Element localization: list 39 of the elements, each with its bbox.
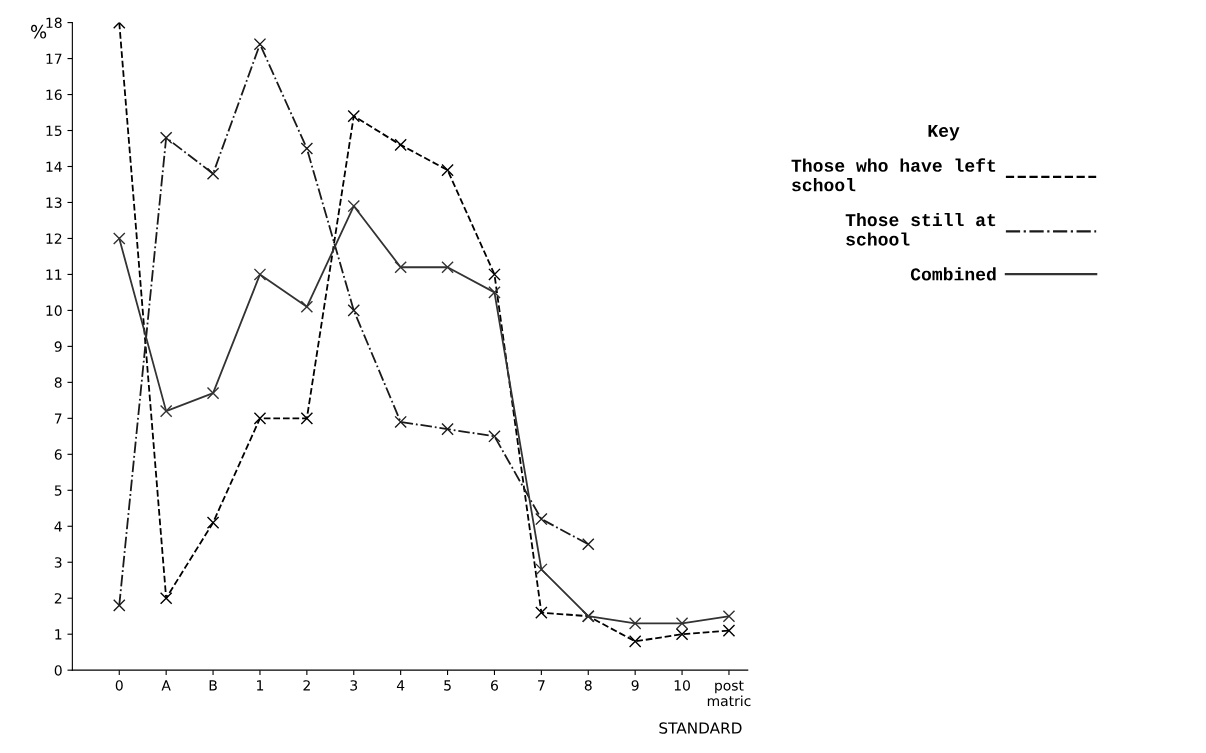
y-tick-label: 18: [46, 17, 62, 29]
x-tick-label: post matric: [707, 680, 751, 707]
y-tick-label: 16: [46, 89, 62, 101]
x-tick-label: 1: [257, 680, 264, 691]
y-tick-label: 13: [46, 197, 62, 208]
legend-label: Those still at school: [845, 212, 996, 246]
y-tick-label: 1: [55, 629, 62, 640]
y-tick-label: 10: [46, 305, 62, 316]
y-tick-label: 17: [46, 53, 62, 64]
legend-label: Those who have left school: [791, 158, 996, 192]
y-tick-label: 9: [54, 341, 62, 352]
x-tick-label: 9: [631, 680, 639, 691]
y-tick-label: 2: [54, 593, 62, 604]
x-tick-label: 0: [115, 680, 123, 691]
y-tick-label: 5: [54, 485, 62, 496]
y-axis-title: %: [31, 24, 47, 39]
y-tick-label: 4: [54, 521, 62, 532]
x-tick-label: 8: [584, 680, 592, 691]
x-tick-label: A: [161, 680, 171, 691]
y-tick-label: 3: [54, 557, 62, 568]
y-tick-label: 14: [46, 161, 62, 172]
y-tick-label: 7: [54, 413, 62, 424]
x-tick-label: B: [209, 680, 217, 691]
y-tick-label: 8: [54, 377, 62, 388]
x-axis-title: STANDARD: [659, 722, 742, 734]
legend-title: Key: [928, 124, 960, 141]
x-tick-label: 4: [396, 680, 405, 691]
x-tick-label: 3: [350, 680, 358, 691]
y-tick-label: 0: [54, 665, 62, 676]
y-tick-label: 12: [46, 233, 62, 244]
x-tick-label: 10: [674, 680, 690, 691]
x-tick-label: 5: [444, 680, 451, 691]
x-tick-label: 6: [491, 680, 498, 691]
legend-label: Combined: [910, 267, 996, 281]
x-tick-label: 7: [538, 680, 545, 691]
y-tick-label: 11: [46, 269, 62, 280]
x-tick-label: 2: [303, 680, 310, 691]
y-tick-label: 6: [54, 449, 62, 460]
y-tick-label: 15: [46, 125, 62, 136]
